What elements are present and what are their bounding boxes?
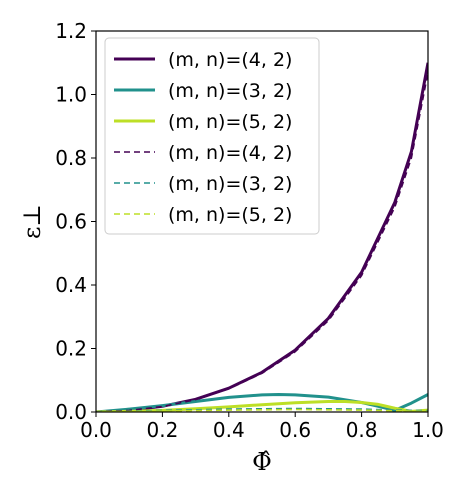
y-tick-label: 0.0 [55, 400, 87, 424]
y-tick-label: 0.4 [55, 273, 87, 297]
plot-frame [95, 30, 429, 413]
y-axis-label: ε⊥ [18, 204, 46, 239]
series-line-4 [96, 72, 428, 412]
x-tick-label: 0.0 [80, 418, 112, 442]
y-tick-label: 1.2 [55, 19, 87, 43]
x-axis-label: Φ̂ [252, 448, 272, 476]
x-tick-label: 1.0 [412, 418, 444, 442]
legend-label: (m, n)=(3, 2) [168, 80, 292, 102]
axis-ticks: 0.0 0.2 0.4 0.6 0.8 1.0 0.0 0.2 0.4 0.6 0.8 1.0 1.2 [55, 19, 444, 442]
x-tick-label: 0.6 [279, 418, 311, 442]
series-lines [96, 62, 428, 412]
x-tick-label: 0.2 [146, 418, 178, 442]
y-tick-label: 0.2 [55, 337, 87, 361]
y-tick-label: 0.8 [55, 146, 87, 170]
x-tick-label: 0.4 [213, 418, 245, 442]
y-tick-label: 0.6 [55, 210, 87, 234]
legend-label: (m, n)=(4, 2) [168, 49, 292, 71]
legend-label: (m, n)=(5, 2) [168, 111, 292, 133]
x-tick-label: 0.8 [346, 418, 378, 442]
legend-label: (m, n)=(4, 2) [168, 142, 292, 164]
legend-label: (m, n)=(5, 2) [168, 204, 292, 226]
legend-box [104, 37, 320, 235]
legend: (m, n)=(4, 2) (m, n)=(3, 2) (m, n)=(5, 2) (… [104, 37, 320, 235]
legend-label: (m, n)=(3, 2) [168, 173, 292, 195]
y-tick-label: 1.0 [55, 83, 87, 107]
